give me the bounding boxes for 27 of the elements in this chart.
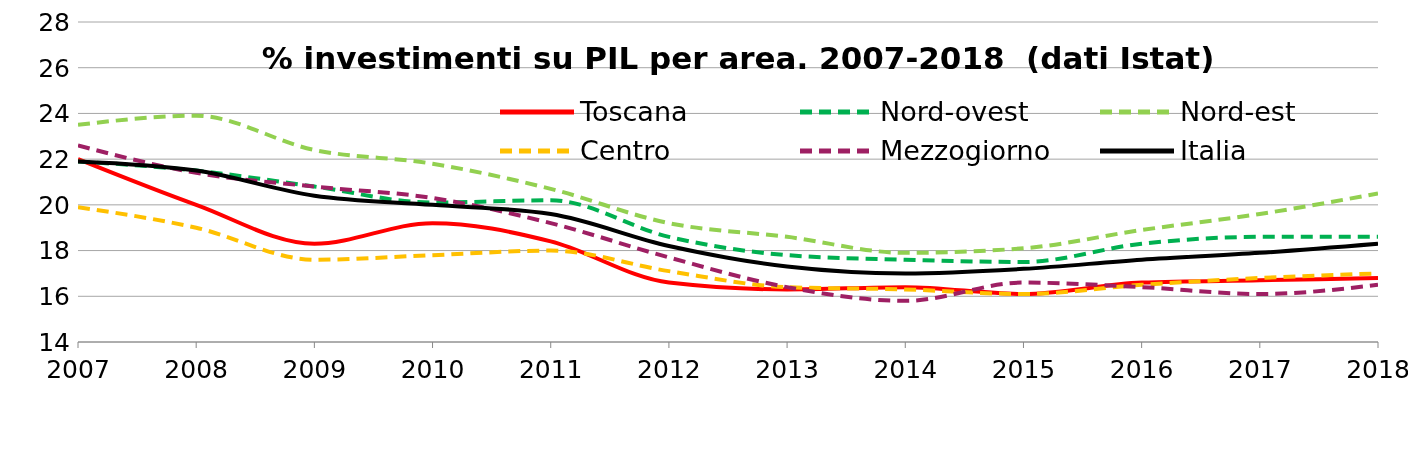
x-tick-label: 2014 (873, 354, 938, 384)
y-tick-label: 18 (38, 236, 70, 266)
y-tick-label: 28 (38, 7, 70, 37)
x-tick-label: 2013 (755, 354, 819, 384)
x-tick-label: 2011 (518, 354, 583, 384)
legend-label: Nord-est (1180, 96, 1296, 127)
y-tick-label: 24 (38, 99, 70, 129)
x-tick-label: 2007 (46, 354, 110, 384)
legend-label: Italia (1180, 135, 1247, 166)
y-tick-label: 20 (38, 190, 70, 220)
x-tick-label: 2010 (400, 354, 465, 384)
x-tick-label: 2015 (991, 354, 1056, 384)
y-tick-label: 14 (38, 327, 70, 357)
x-tick-label: 2008 (164, 354, 228, 384)
x-tick-label: 2017 (1228, 354, 1292, 384)
y-tick-label: 22 (38, 145, 70, 175)
x-tick-label: 2018 (1346, 354, 1410, 384)
text: % investimenti su PIL per area. 2007-2018 (dati Istat) (260, 40, 1216, 76)
legend-label: Mezzogiorno (880, 135, 1051, 166)
legend-label: Toscana (580, 96, 688, 127)
legend-label: Nord-ovest (880, 96, 1029, 127)
x-tick-label: 2009 (282, 354, 347, 384)
legend-label: Centro (580, 135, 671, 166)
x-tick-label: 2016 (1109, 354, 1174, 384)
y-tick-label: 16 (38, 282, 70, 312)
y-tick-label: 26 (38, 53, 70, 83)
x-tick-label: 2012 (637, 354, 701, 384)
